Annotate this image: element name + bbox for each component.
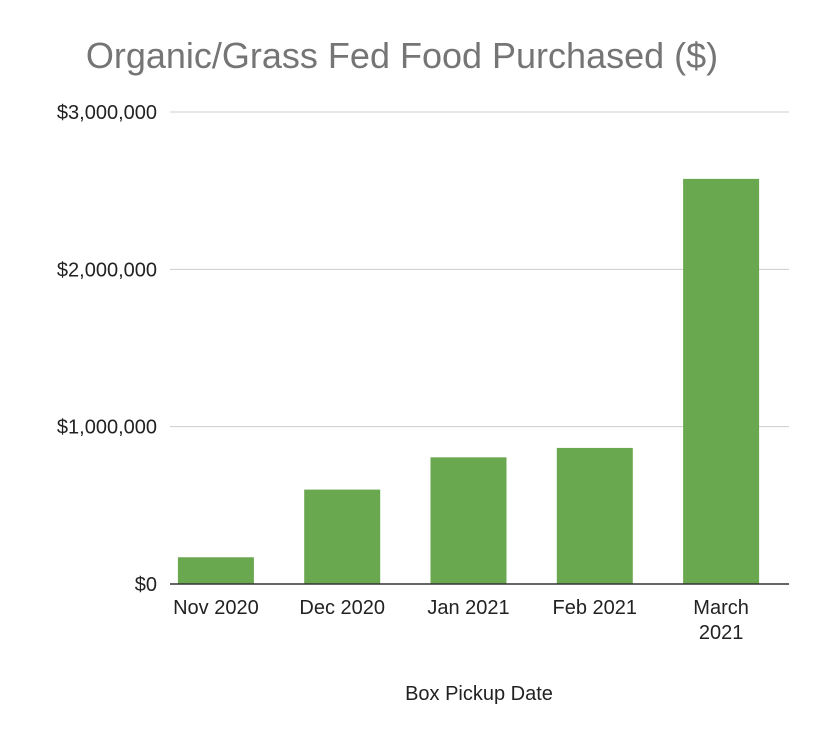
bars xyxy=(177,178,760,584)
y-tick-label: $2,000,000 xyxy=(57,259,157,281)
x-tick-label: Dec 2020 xyxy=(299,597,385,619)
bar xyxy=(556,447,633,584)
y-tick-label: $1,000,000 xyxy=(57,417,157,439)
bar xyxy=(430,457,507,584)
bar xyxy=(304,489,381,584)
y-tick-label: $0 xyxy=(135,574,157,596)
chart-title: Organic/Grass Fed Food Purchased ($) xyxy=(86,35,718,76)
y-tick-label: $3,000,000 xyxy=(57,102,157,124)
x-tick-label: Nov 2020 xyxy=(173,597,259,619)
x-axis-ticks: Nov 2020 Dec 2020 Jan 2021 Feb 2021 March 202… xyxy=(173,597,749,644)
bar xyxy=(177,557,254,584)
bar xyxy=(683,178,760,584)
x-tick-label: March 2021 xyxy=(693,597,749,644)
y-axis-ticks: $0 $1,000,000 $2,000,000 $3,000,000 xyxy=(57,102,157,596)
x-tick-label: Jan 2021 xyxy=(427,597,509,619)
x-axis-label: Box Pickup Date xyxy=(405,683,553,705)
x-tick-label: Feb 2021 xyxy=(553,597,638,619)
